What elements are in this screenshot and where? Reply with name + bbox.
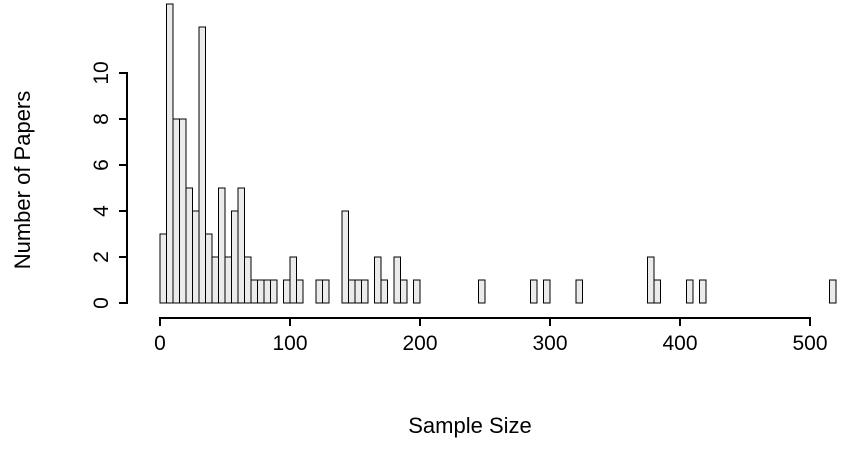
x-axis-label: Sample Size bbox=[408, 413, 532, 438]
histogram-bar bbox=[400, 279, 408, 304]
y-tick-label: 8 bbox=[90, 113, 113, 125]
histogram-bar bbox=[211, 256, 219, 304]
histogram-bar bbox=[159, 233, 167, 304]
x-tick-label: 300 bbox=[532, 332, 567, 355]
y-tick-label: 10 bbox=[90, 61, 113, 84]
histogram-bar bbox=[289, 256, 297, 304]
histogram-bar bbox=[647, 256, 655, 304]
histogram-bar bbox=[413, 279, 421, 304]
histogram-bar bbox=[257, 279, 265, 304]
y-tick-label: 2 bbox=[90, 251, 113, 263]
histogram-bar bbox=[478, 279, 486, 304]
y-tick-label: 0 bbox=[90, 297, 113, 309]
histogram-bar bbox=[185, 187, 193, 304]
histogram-bar bbox=[250, 279, 258, 304]
histogram-bar bbox=[166, 3, 174, 304]
histogram-bar bbox=[244, 256, 252, 304]
histogram-bar bbox=[315, 279, 323, 304]
histogram-bar bbox=[192, 210, 200, 304]
histogram-bar bbox=[348, 279, 356, 304]
histogram-bar bbox=[686, 279, 694, 304]
histogram-bar bbox=[699, 279, 707, 304]
histogram-bar bbox=[653, 279, 661, 304]
x-tick-label: 200 bbox=[402, 332, 437, 355]
x-tick-label: 400 bbox=[662, 332, 697, 355]
histogram-bar bbox=[341, 210, 349, 304]
x-tick-label: 100 bbox=[272, 332, 307, 355]
histogram-bar bbox=[224, 256, 232, 304]
histogram-bar bbox=[205, 233, 213, 304]
histogram-bar bbox=[380, 279, 388, 304]
histogram-bar bbox=[322, 279, 330, 304]
y-tick-label: 6 bbox=[90, 159, 113, 171]
histogram-bar bbox=[270, 279, 278, 304]
x-tick-label: 0 bbox=[154, 332, 166, 355]
histogram-bar bbox=[237, 187, 245, 304]
histogram-bar bbox=[393, 256, 401, 304]
histogram-bar bbox=[263, 279, 271, 304]
histogram-bar bbox=[354, 279, 362, 304]
histogram-bar bbox=[283, 279, 291, 304]
histogram-bar bbox=[172, 118, 180, 304]
histogram-bar bbox=[198, 26, 206, 304]
x-tick-label: 500 bbox=[792, 332, 827, 355]
y-tick-label: 4 bbox=[90, 205, 113, 217]
histogram-bar bbox=[575, 279, 583, 304]
histogram-bar bbox=[530, 279, 538, 304]
histogram-bar bbox=[296, 279, 304, 304]
histogram-bar bbox=[179, 118, 187, 304]
histogram-bars bbox=[159, 3, 837, 304]
histogram-bar bbox=[218, 187, 226, 304]
histogram-bar bbox=[543, 279, 551, 304]
histogram-bar bbox=[231, 210, 239, 304]
chart-axes: 0 100 200 300 400 500 0 2 4 6 8 10 bbox=[90, 61, 828, 355]
histogram-bar bbox=[374, 256, 382, 304]
histogram-bar bbox=[361, 279, 369, 304]
histogram-bar bbox=[829, 279, 837, 304]
y-axis-label: Number of Papers bbox=[10, 91, 35, 270]
